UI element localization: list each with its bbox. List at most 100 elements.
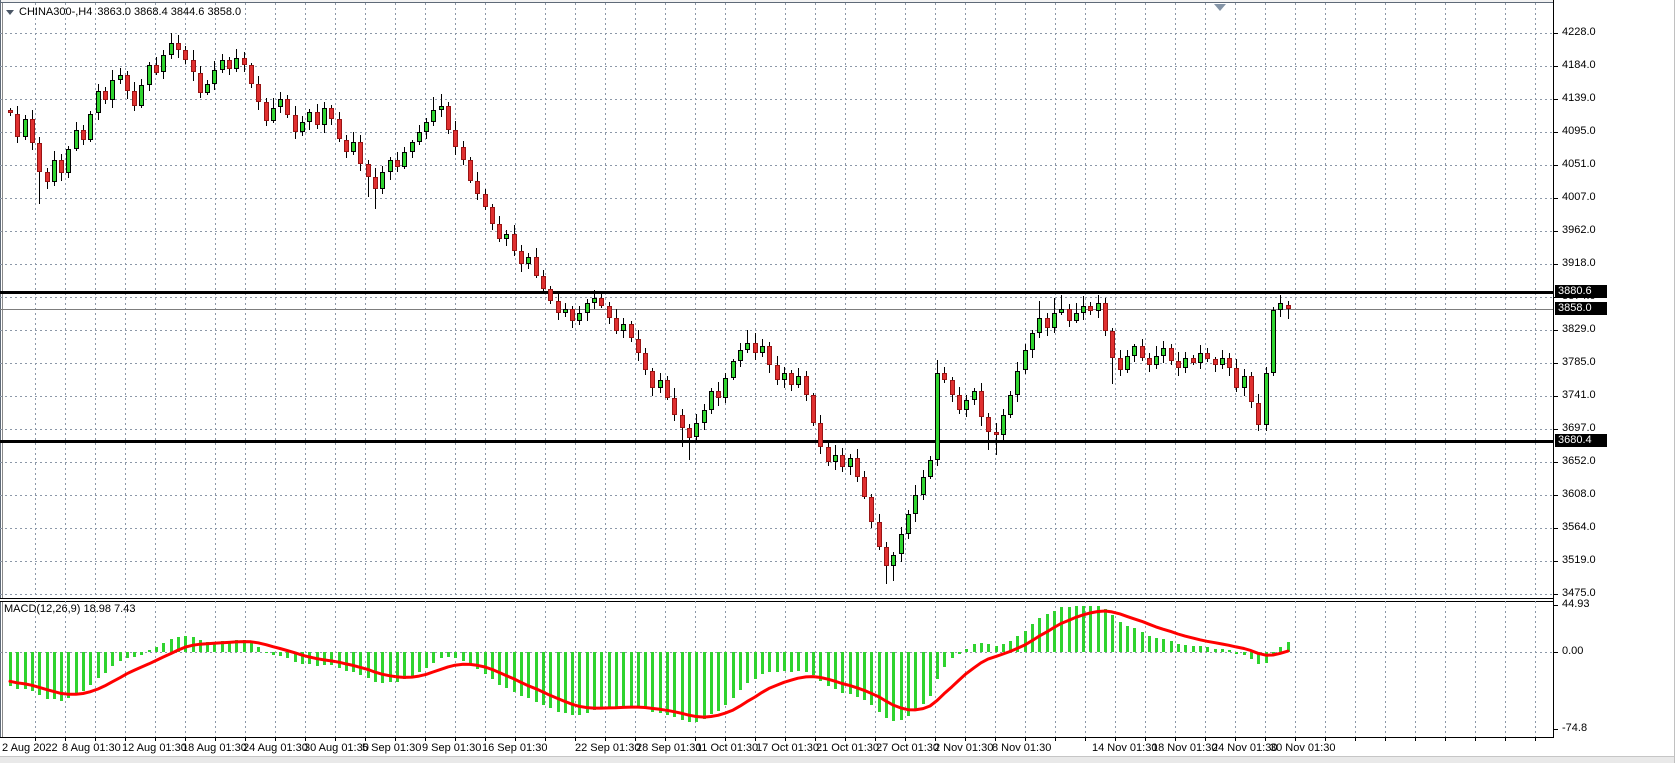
candle	[1213, 359, 1218, 366]
candle	[161, 55, 166, 73]
candle	[242, 57, 247, 66]
candle	[1256, 402, 1261, 425]
candle-wick	[689, 424, 690, 460]
macd-bar	[1104, 609, 1107, 652]
price-axis[interactable]: 4228.0 4184.0 4139.0 4095.0 4051.0 4007.0 3962…	[1554, 0, 1674, 738]
candle	[417, 132, 422, 142]
macd-bar	[148, 650, 151, 652]
price-tick-label: 3608.0	[1562, 488, 1596, 500]
price-chart-plot-area[interactable]	[0, 3, 1553, 598]
panel-separator[interactable]	[0, 598, 1553, 602]
candle	[753, 342, 758, 354]
price-tick-label: 4051.0	[1562, 158, 1596, 170]
time-tick-mark	[395, 738, 396, 741]
macd-bar	[396, 652, 399, 682]
time-tick-mark	[35, 738, 36, 741]
macd-bar	[243, 640, 246, 652]
time-tick-mark	[1055, 738, 1056, 741]
macd-bar	[600, 652, 603, 708]
candle	[899, 534, 904, 555]
macd-bar	[462, 652, 465, 661]
candle	[723, 377, 728, 398]
vertical-gridline	[275, 3, 276, 598]
candle	[1088, 305, 1093, 311]
time-tick-label: 8 Nov 01:30	[992, 742, 1052, 754]
macd-bar	[805, 652, 808, 672]
macd-bar	[89, 652, 92, 686]
macd-bar	[16, 652, 19, 689]
candle	[1242, 375, 1247, 388]
macd-bar	[1287, 641, 1290, 652]
time-tick-mark	[455, 738, 456, 741]
time-axis[interactable]: 2 Aug 2022 8 Aug 01:30 12 Aug 01:30 18 Aug …	[0, 738, 1674, 756]
time-tick-mark	[845, 738, 846, 741]
candle	[862, 477, 867, 498]
candle	[483, 193, 488, 207]
candle	[300, 122, 305, 133]
macd-bar	[38, 652, 41, 696]
macd-bar	[323, 652, 326, 665]
vertical-gridline	[95, 3, 96, 598]
macd-bar	[761, 652, 764, 674]
macd-bar	[235, 640, 238, 652]
macd-indicator-label: MACD(12,26,9) 18.98 7.43	[4, 603, 135, 615]
time-tick-mark	[785, 738, 786, 741]
time-tick-mark	[365, 738, 366, 741]
macd-bar	[1126, 626, 1129, 652]
macd-bar	[359, 652, 362, 675]
vertical-gridline	[1505, 601, 1506, 737]
window-bottom-strip	[0, 756, 1674, 763]
macd-bar	[885, 652, 888, 718]
candle	[1125, 355, 1130, 371]
macd-bar	[272, 652, 275, 655]
candle	[52, 159, 57, 183]
chart-shift-marker-icon[interactable]	[1214, 4, 1226, 11]
candle	[249, 65, 254, 84]
candle	[1227, 357, 1232, 369]
candle	[869, 497, 874, 522]
candle	[103, 91, 108, 100]
vertical-gridline	[245, 601, 246, 737]
macd-bar	[1111, 615, 1114, 652]
time-tick-mark	[575, 738, 576, 741]
macd-bar	[907, 652, 910, 717]
horizontal-gridline	[0, 495, 1553, 496]
macd-name: MACD(12,26,9)	[4, 603, 81, 615]
price-tick-label: 3785.0	[1562, 356, 1596, 368]
symbol-dropdown-icon[interactable]	[6, 9, 14, 15]
horizontal-gridline	[0, 231, 1553, 232]
candle	[358, 141, 363, 165]
candle	[745, 342, 750, 351]
vertical-gridline	[455, 3, 456, 598]
candle	[811, 395, 816, 423]
vertical-gridline	[905, 601, 906, 737]
vertical-gridline	[545, 3, 546, 598]
macd-bar	[1184, 644, 1187, 652]
candle	[1118, 357, 1123, 371]
macd-bar	[119, 652, 122, 661]
macd-panel[interactable]: MACD(12,26,9) 18.98 7.43	[0, 601, 1553, 737]
time-tick-mark	[95, 738, 96, 741]
candle	[1067, 308, 1072, 321]
candle	[395, 159, 400, 168]
candle	[716, 390, 721, 399]
candle	[96, 91, 101, 114]
macd-bar	[849, 652, 852, 694]
candle	[1045, 318, 1050, 328]
horizontal-gridline	[0, 66, 1553, 67]
macd-bar	[1192, 646, 1195, 652]
candle	[665, 380, 670, 399]
horizontal-gridline	[0, 396, 1553, 397]
vertical-gridline	[1265, 601, 1266, 737]
time-tick-mark	[1175, 738, 1176, 741]
time-tick-mark	[1145, 738, 1146, 741]
candle	[293, 115, 298, 133]
macd-bar	[213, 641, 216, 652]
macd-bar	[1257, 652, 1260, 665]
candle	[855, 457, 860, 478]
candle	[256, 83, 261, 103]
time-tick-mark	[305, 738, 306, 741]
vertical-gridline	[935, 3, 936, 598]
time-tick-mark	[1505, 738, 1506, 741]
